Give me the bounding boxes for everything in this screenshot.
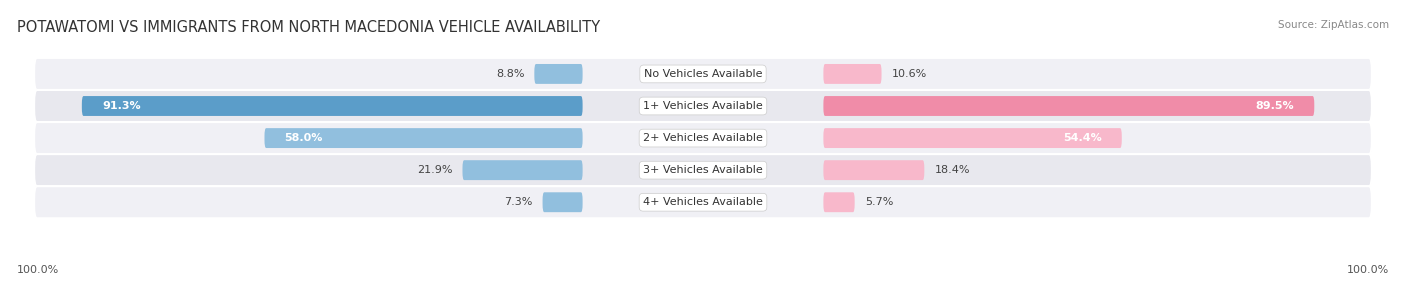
Text: 5.7%: 5.7% bbox=[865, 197, 893, 207]
Text: 91.3%: 91.3% bbox=[101, 101, 141, 111]
Text: 54.4%: 54.4% bbox=[1063, 133, 1102, 143]
Text: 7.3%: 7.3% bbox=[505, 197, 533, 207]
Text: 21.9%: 21.9% bbox=[418, 165, 453, 175]
Text: 100.0%: 100.0% bbox=[1347, 265, 1389, 275]
FancyBboxPatch shape bbox=[34, 90, 1372, 122]
Text: Source: ZipAtlas.com: Source: ZipAtlas.com bbox=[1278, 20, 1389, 30]
FancyBboxPatch shape bbox=[543, 192, 582, 212]
Text: 1+ Vehicles Available: 1+ Vehicles Available bbox=[643, 101, 763, 111]
FancyBboxPatch shape bbox=[824, 64, 882, 84]
Text: 89.5%: 89.5% bbox=[1256, 101, 1294, 111]
FancyBboxPatch shape bbox=[824, 192, 855, 212]
FancyBboxPatch shape bbox=[534, 64, 582, 84]
FancyBboxPatch shape bbox=[824, 96, 1315, 116]
Text: No Vehicles Available: No Vehicles Available bbox=[644, 69, 762, 79]
FancyBboxPatch shape bbox=[824, 128, 1122, 148]
FancyBboxPatch shape bbox=[34, 58, 1372, 90]
Text: 8.8%: 8.8% bbox=[496, 69, 524, 79]
FancyBboxPatch shape bbox=[82, 96, 582, 116]
Text: 100.0%: 100.0% bbox=[17, 265, 59, 275]
FancyBboxPatch shape bbox=[34, 154, 1372, 186]
Text: 58.0%: 58.0% bbox=[284, 133, 323, 143]
Text: 10.6%: 10.6% bbox=[891, 69, 927, 79]
FancyBboxPatch shape bbox=[463, 160, 582, 180]
Text: 3+ Vehicles Available: 3+ Vehicles Available bbox=[643, 165, 763, 175]
FancyBboxPatch shape bbox=[824, 160, 924, 180]
Text: 2+ Vehicles Available: 2+ Vehicles Available bbox=[643, 133, 763, 143]
Text: 18.4%: 18.4% bbox=[935, 165, 970, 175]
FancyBboxPatch shape bbox=[34, 122, 1372, 154]
FancyBboxPatch shape bbox=[34, 186, 1372, 218]
Text: 4+ Vehicles Available: 4+ Vehicles Available bbox=[643, 197, 763, 207]
Text: POTAWATOMI VS IMMIGRANTS FROM NORTH MACEDONIA VEHICLE AVAILABILITY: POTAWATOMI VS IMMIGRANTS FROM NORTH MACE… bbox=[17, 20, 600, 35]
FancyBboxPatch shape bbox=[264, 128, 582, 148]
